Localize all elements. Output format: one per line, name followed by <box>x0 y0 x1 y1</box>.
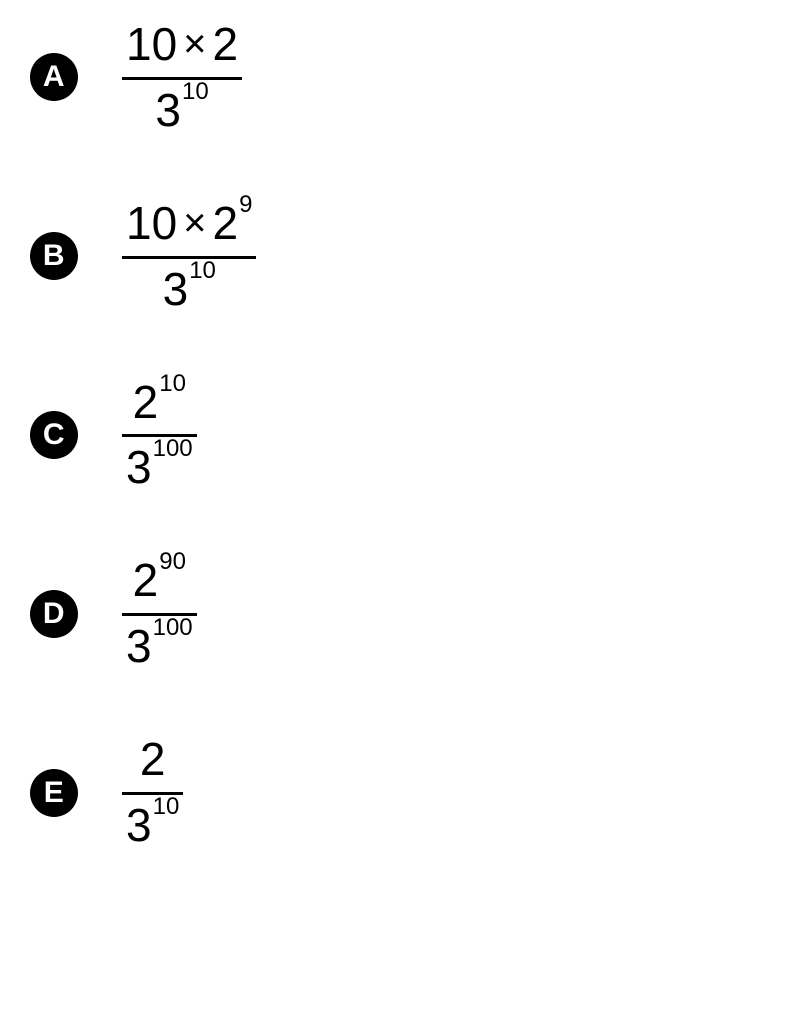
option-e-denominator: 3 10 <box>122 799 183 852</box>
option-b-denominator: 3 10 <box>159 263 220 316</box>
option-d-row[interactable]: D 2 90 3 100 <box>30 554 760 673</box>
answer-options: A 10 × 2 3 10 B 10 × 2 9 <box>0 0 790 852</box>
numerator-exponent: 90 <box>159 548 186 576</box>
option-c-expression: 2 10 3 100 <box>122 376 197 495</box>
option-c-denominator: 3 100 <box>122 441 197 494</box>
denominator-base: 3 <box>126 620 152 673</box>
option-e-numerator: 2 <box>136 733 170 786</box>
option-d-denominator: 3 100 <box>122 620 197 673</box>
numerator-base: 2 <box>133 376 159 429</box>
denominator-exponent: 10 <box>182 78 209 106</box>
option-d-badge: D <box>30 590 78 638</box>
denominator-base: 3 <box>126 441 152 494</box>
numerator-term: 2 <box>213 18 239 71</box>
numerator-base: 2 <box>133 554 159 607</box>
option-a-letter: A <box>43 60 65 94</box>
denominator-exponent: 10 <box>189 257 216 285</box>
option-a-denominator: 3 10 <box>151 84 212 137</box>
option-e-expression: 2 3 10 <box>122 733 183 852</box>
option-d-expression: 2 90 3 100 <box>122 554 197 673</box>
numerator-term: 2 <box>213 197 239 250</box>
denominator-base: 3 <box>163 263 189 316</box>
option-a-expression: 10 × 2 3 10 <box>122 18 242 137</box>
denominator-base: 3 <box>126 799 152 852</box>
option-b-numerator: 10 × 2 9 <box>122 197 256 250</box>
option-b-letter: B <box>43 239 65 273</box>
numerator-exponent: 10 <box>159 370 186 398</box>
option-d-numerator: 2 90 <box>129 554 190 607</box>
numerator-base: 2 <box>140 733 166 786</box>
option-c-numerator: 2 10 <box>129 376 190 429</box>
option-c-badge: C <box>30 411 78 459</box>
option-a-badge: A <box>30 53 78 101</box>
denominator-exponent: 100 <box>153 435 193 463</box>
option-e-badge: E <box>30 769 78 817</box>
option-d-letter: D <box>43 597 65 631</box>
denominator-exponent: 100 <box>153 614 193 642</box>
option-a-numerator: 10 × 2 <box>122 18 242 71</box>
option-b-row[interactable]: B 10 × 2 9 3 10 <box>30 197 760 316</box>
option-a-row[interactable]: A 10 × 2 3 10 <box>30 18 760 137</box>
option-c-row[interactable]: C 2 10 3 100 <box>30 376 760 495</box>
option-b-expression: 10 × 2 9 3 10 <box>122 197 256 316</box>
denominator-exponent: 10 <box>153 793 180 821</box>
times-icon: × <box>177 21 212 67</box>
option-e-row[interactable]: E 2 3 10 <box>30 733 760 852</box>
times-icon: × <box>177 200 212 246</box>
numerator-exponent: 9 <box>239 191 252 219</box>
option-e-letter: E <box>44 776 65 810</box>
option-c-letter: C <box>43 418 65 452</box>
option-b-badge: B <box>30 232 78 280</box>
numerator-term: 10 <box>126 18 177 71</box>
denominator-base: 3 <box>155 84 181 137</box>
numerator-term: 10 <box>126 197 177 250</box>
